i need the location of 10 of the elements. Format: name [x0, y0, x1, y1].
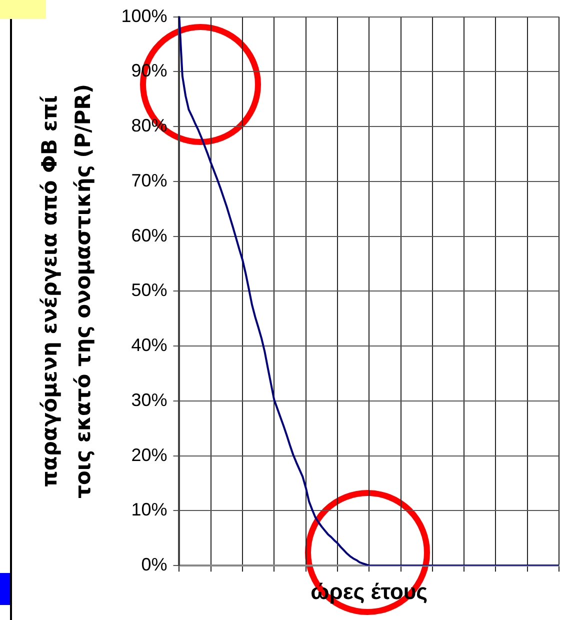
y-tick-label: 20% — [131, 444, 168, 465]
y-tick-label: 60% — [131, 225, 168, 246]
y-tick-label: 70% — [131, 170, 168, 190]
y-tick-label: 0% — [141, 554, 168, 575]
y-tick-label: 10% — [131, 500, 168, 520]
y-tick-label: 50% — [131, 280, 168, 300]
y-tick-label: 30% — [131, 390, 168, 410]
y-tick-label: 100% — [121, 6, 168, 26]
y-axis-title: παραγόμενη ενέργεια από ΦΒ επί τοις εκατό της ονομαστικής (P/PR) — [37, 84, 95, 498]
y-tick-label: 40% — [131, 335, 168, 356]
